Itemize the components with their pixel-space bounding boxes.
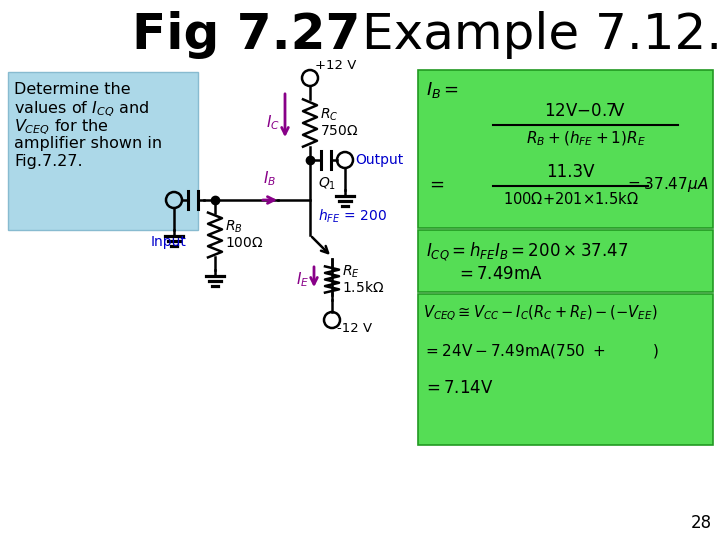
Text: $= 37.47\mu A$: $= 37.47\mu A$ [624,174,708,193]
Text: $= 24\mathrm{V}-7.49\mathrm{mA}\left(750\ +\qquad\quad\right)$: $= 24\mathrm{V}-7.49\mathrm{mA}\left(750… [423,342,660,360]
Bar [418,294,713,445]
Text: -12 V: -12 V [337,322,372,335]
Text: 11.3V: 11.3V [546,163,595,181]
Text: $R_C$: $R_C$ [320,107,338,123]
Text: $R_B$: $R_B$ [225,219,243,235]
Text: Determine the: Determine the [14,82,130,97]
Text: $I_{CQ}=h_{FE}I_B=200\times 37.47$: $I_{CQ}=h_{FE}I_B=200\times 37.47$ [426,240,629,262]
Text: $I_B=$: $I_B=$ [426,80,459,100]
Text: $R_E$: $R_E$ [342,264,360,280]
Text: $Q_1$: $Q_1$ [318,176,336,192]
Text: 100$\Omega$: 100$\Omega$ [225,236,264,250]
Text: 1.5k$\Omega$: 1.5k$\Omega$ [342,280,384,295]
Text: +12 V: +12 V [315,59,356,72]
Bar [8,72,198,230]
Text: Example 7.12.: Example 7.12. [362,11,720,59]
Text: $I_C$: $I_C$ [266,113,280,132]
Text: $h_{FE}$ = 200: $h_{FE}$ = 200 [318,208,387,225]
Text: Fig 7.27: Fig 7.27 [132,11,360,59]
Text: $I_E$: $I_E$ [296,270,309,289]
Text: Output: Output [355,153,403,167]
Text: $R_B+(h_{FE}+1)R_E$: $R_B+(h_{FE}+1)R_E$ [526,130,645,148]
Text: 28: 28 [691,514,712,532]
Text: $V_{CEQ}\cong V_{CC}-I_C\left(R_C+R_E\right)-\left(-V_{EE}\right)$: $V_{CEQ}\cong V_{CC}-I_C\left(R_C+R_E\ri… [423,304,657,323]
Text: 750$\Omega$: 750$\Omega$ [320,124,359,138]
Text: 100$\Omega$+201$\times$1.5k$\Omega$: 100$\Omega$+201$\times$1.5k$\Omega$ [503,191,639,207]
Text: amplifier shown in: amplifier shown in [14,136,162,151]
Bar [418,230,713,292]
Text: values of $\mathit{I_{CQ}}$ and: values of $\mathit{I_{CQ}}$ and [14,100,149,119]
Text: Input: Input [151,235,187,249]
Text: 12V$-$0.7V: 12V$-$0.7V [544,102,626,120]
Text: $\mathit{V_{CEQ}}$ for the: $\mathit{V_{CEQ}}$ for the [14,118,109,137]
Text: $= 7.14\mathrm{V}$: $= 7.14\mathrm{V}$ [423,379,494,397]
Text: Fig.7.27.: Fig.7.27. [14,154,83,169]
Bar [418,70,713,228]
Text: $= 7.49\mathrm{mA}$: $= 7.49\mathrm{mA}$ [456,265,543,283]
Text: $I_B$: $I_B$ [264,170,276,188]
Text: $=$: $=$ [426,175,445,193]
